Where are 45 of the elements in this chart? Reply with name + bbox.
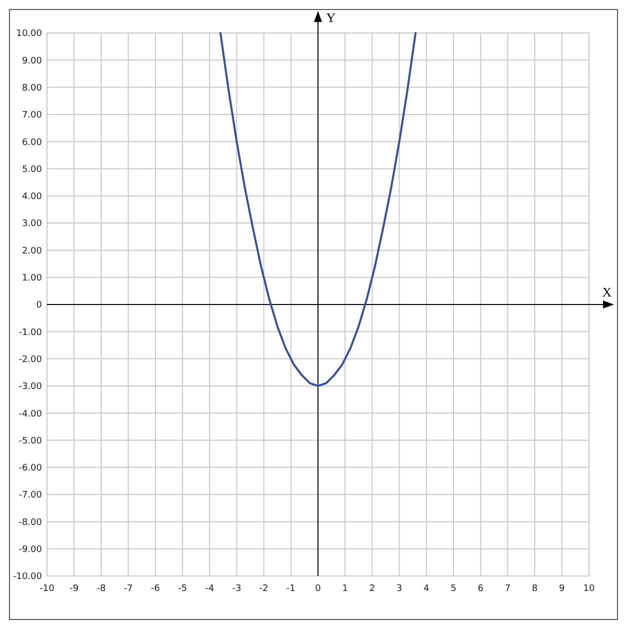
x-tick-label: -7 <box>124 584 133 594</box>
y-tick-label: -5.00 <box>18 436 42 446</box>
x-tick-label: -6 <box>150 584 160 594</box>
x-tick-label: 1 <box>342 584 348 594</box>
y-tick-label: 3.00 <box>22 219 42 230</box>
y-tick-label: -2.00 <box>18 354 42 365</box>
y-tick-label: -6.00 <box>18 464 42 474</box>
y-axis-title: Y <box>326 10 336 25</box>
y-tick-label: 10.00 <box>16 29 42 40</box>
x-tick-label: 3 <box>396 584 402 594</box>
y-tick-label: 8.00 <box>22 83 42 94</box>
y-tick-label: -7.00 <box>18 490 42 501</box>
x-tick-label: 0 <box>315 584 322 594</box>
y-tick-label: -1.00 <box>18 328 42 338</box>
x-tick-label: -3 <box>232 584 242 594</box>
y-tick-label: 9.00 <box>22 56 42 66</box>
x-tick-label: 9 <box>559 584 566 594</box>
x-tick-label: 7 <box>504 584 511 594</box>
x-tick-label: 2 <box>369 584 376 594</box>
y-tick-label: 0 <box>36 300 42 311</box>
x-tick-label: -8 <box>96 584 106 594</box>
line-series <box>219 32 417 387</box>
x-tick-label: -2 <box>259 584 268 594</box>
y-tick-label: 1.00 <box>22 274 42 284</box>
y-tick-label: 5.00 <box>22 164 42 175</box>
x-tick-label: 10 <box>583 584 595 594</box>
x-tick-label: -1 <box>286 584 296 594</box>
y-tick-label: 6.00 <box>22 138 42 148</box>
x-tick-label: 5 <box>450 584 456 594</box>
x-tick-label: -5 <box>178 584 187 594</box>
x-tick-label: -9 <box>70 584 79 594</box>
x-axis-title: X <box>602 284 612 300</box>
y-tick-label: -10.00 <box>12 572 42 582</box>
y-tick-label: -8.00 <box>18 518 42 528</box>
x-tick-label: 8 <box>532 584 538 594</box>
y-tick-label: -4.00 <box>18 409 42 420</box>
y-tick-label: 7.00 <box>22 110 42 121</box>
y-tick-label: -3.00 <box>18 382 42 392</box>
x-tick-label: 4 <box>424 584 430 594</box>
x-tick-label: 6 <box>478 584 484 594</box>
x-tick-label: -4 <box>205 584 214 594</box>
y-tick-label: 4.00 <box>22 192 42 202</box>
y-tick-label: 2.00 <box>22 246 42 256</box>
x-tick-label: -10 <box>40 584 55 594</box>
y-tick-label: -9.00 <box>18 545 42 555</box>
